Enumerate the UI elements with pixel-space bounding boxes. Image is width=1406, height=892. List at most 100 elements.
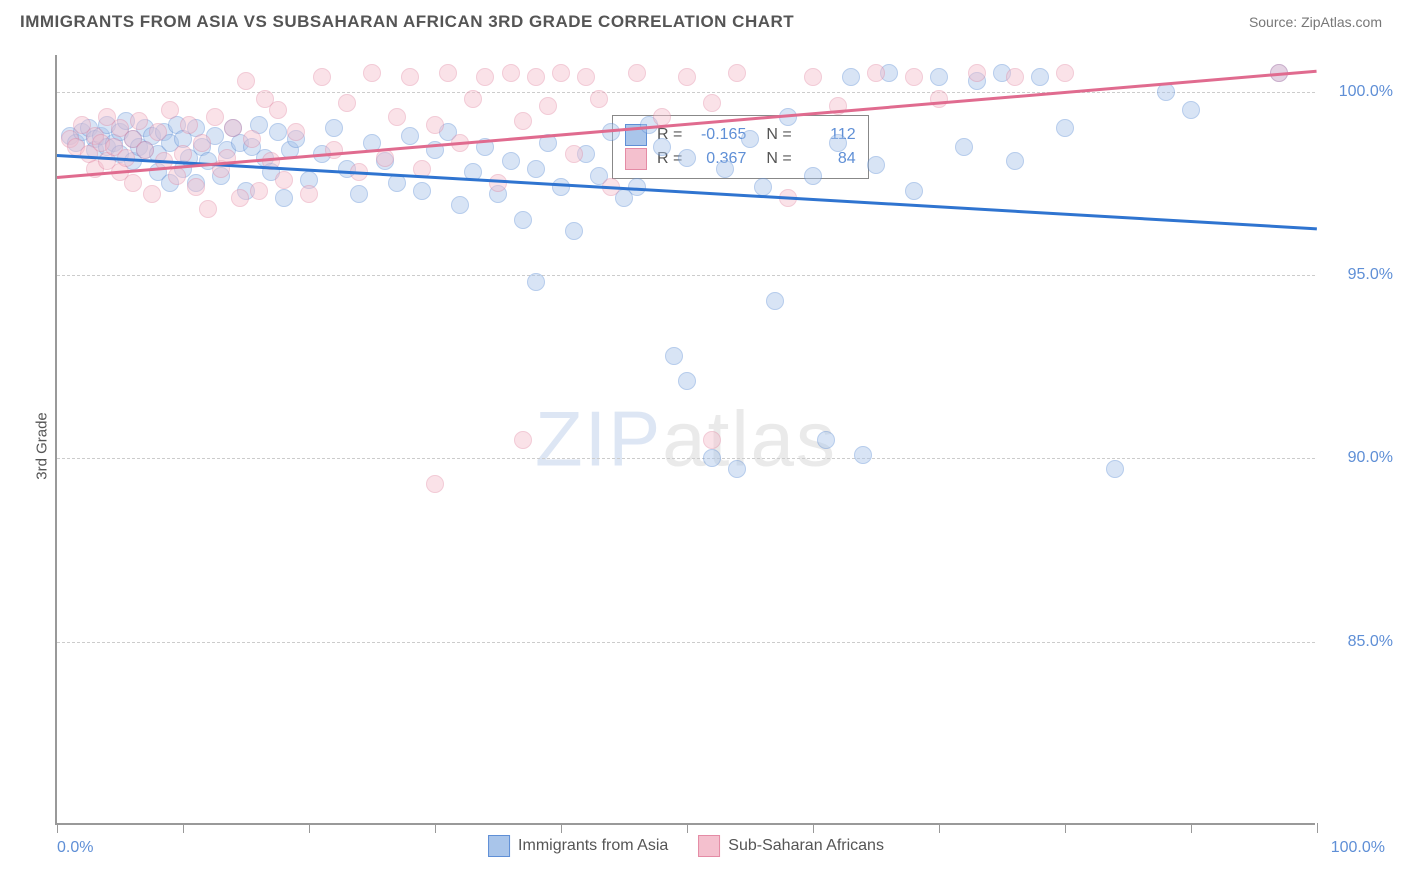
data-point xyxy=(426,475,444,493)
data-point xyxy=(136,141,154,159)
data-point xyxy=(464,90,482,108)
data-point xyxy=(854,446,872,464)
x-tick xyxy=(1191,823,1192,833)
x-tick-label: 100.0% xyxy=(1331,839,1385,857)
data-point xyxy=(527,273,545,291)
data-point xyxy=(577,68,595,86)
data-point xyxy=(514,211,532,229)
y-axis-label: 3rd Grade xyxy=(33,412,50,480)
x-tick xyxy=(561,823,562,833)
series-legend: Immigrants from Asia Sub-Saharan Africans xyxy=(488,835,884,857)
data-point xyxy=(703,449,721,467)
x-tick xyxy=(309,823,310,833)
data-point xyxy=(968,64,986,82)
data-point xyxy=(766,292,784,310)
data-point xyxy=(124,174,142,192)
data-point xyxy=(1031,68,1049,86)
data-point xyxy=(231,189,249,207)
data-point xyxy=(325,141,343,159)
data-point xyxy=(224,119,242,137)
legend-label: Immigrants from Asia xyxy=(518,837,668,855)
data-point xyxy=(243,130,261,148)
data-point xyxy=(161,101,179,119)
data-point xyxy=(842,68,860,86)
watermark: ZIPatlas xyxy=(535,394,837,485)
data-point xyxy=(180,116,198,134)
data-point xyxy=(527,160,545,178)
data-point xyxy=(955,138,973,156)
data-point xyxy=(1056,64,1074,82)
x-tick xyxy=(183,823,184,833)
data-point xyxy=(829,134,847,152)
data-point xyxy=(728,460,746,478)
legend-n-label: N = xyxy=(766,126,791,144)
data-point xyxy=(741,130,759,148)
legend-swatch xyxy=(625,148,647,170)
data-point xyxy=(804,167,822,185)
data-point xyxy=(653,138,671,156)
data-point xyxy=(250,182,268,200)
data-point xyxy=(867,156,885,174)
data-point xyxy=(665,347,683,365)
data-point xyxy=(678,372,696,390)
data-point xyxy=(350,185,368,203)
data-point xyxy=(313,68,331,86)
y-tick-label: 95.0% xyxy=(1323,266,1393,284)
data-point xyxy=(1056,119,1074,137)
x-tick xyxy=(57,823,58,833)
x-tick xyxy=(435,823,436,833)
x-tick xyxy=(1317,823,1318,833)
data-point xyxy=(237,72,255,90)
data-point xyxy=(275,171,293,189)
data-point xyxy=(300,185,318,203)
data-point xyxy=(703,94,721,112)
data-point xyxy=(193,134,211,152)
data-point xyxy=(401,127,419,145)
data-point xyxy=(130,112,148,130)
x-tick-label: 0.0% xyxy=(57,839,93,857)
data-point xyxy=(275,189,293,207)
legend-swatch xyxy=(698,835,720,857)
gridline xyxy=(57,275,1315,276)
data-point xyxy=(206,108,224,126)
data-point xyxy=(439,64,457,82)
data-point xyxy=(716,160,734,178)
data-point xyxy=(514,431,532,449)
data-point xyxy=(325,119,343,137)
data-point xyxy=(502,64,520,82)
data-point xyxy=(817,431,835,449)
data-point xyxy=(1106,460,1124,478)
source-label: Source: ZipAtlas.com xyxy=(1249,14,1382,30)
data-point xyxy=(338,94,356,112)
data-point xyxy=(502,152,520,170)
legend-item: Immigrants from Asia xyxy=(488,835,668,857)
gridline xyxy=(57,458,1315,459)
x-tick xyxy=(687,823,688,833)
data-point xyxy=(413,182,431,200)
legend-swatch xyxy=(488,835,510,857)
data-point xyxy=(199,200,217,218)
data-point xyxy=(930,68,948,86)
x-tick xyxy=(1065,823,1066,833)
data-point xyxy=(1182,101,1200,119)
data-point xyxy=(678,149,696,167)
x-tick xyxy=(813,823,814,833)
data-point xyxy=(388,108,406,126)
gridline xyxy=(57,642,1315,643)
y-tick-label: 85.0% xyxy=(1323,633,1393,651)
legend-n-value: 84 xyxy=(802,150,856,168)
data-point xyxy=(754,178,772,196)
x-tick xyxy=(939,823,940,833)
data-point xyxy=(590,90,608,108)
data-point xyxy=(539,97,557,115)
data-point xyxy=(552,178,570,196)
y-tick-label: 90.0% xyxy=(1323,449,1393,467)
data-point xyxy=(728,64,746,82)
chart-title: IMMIGRANTS FROM ASIA VS SUBSAHARAN AFRIC… xyxy=(20,12,794,32)
data-point xyxy=(905,68,923,86)
data-point xyxy=(451,196,469,214)
data-point xyxy=(565,222,583,240)
data-point xyxy=(527,68,545,86)
data-point xyxy=(269,101,287,119)
legend-label: Sub-Saharan Africans xyxy=(728,837,884,855)
